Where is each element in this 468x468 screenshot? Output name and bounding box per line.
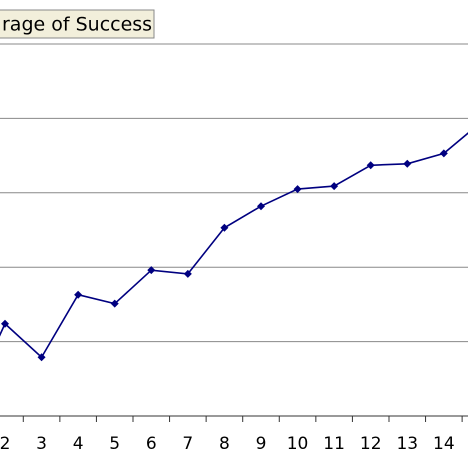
data-point [330,182,339,191]
x-tick-label: 3 [36,434,47,454]
x-tick-label: 4 [73,434,84,454]
x-tick-label: 9 [256,434,267,454]
x-tick-label: 8 [219,434,230,454]
series-line [0,132,468,359]
data-point [439,149,448,158]
x-tick-label: 7 [182,434,193,454]
data-point [403,159,412,168]
title-box [0,9,155,39]
data-point [366,161,375,170]
x-tick-label: 14 [433,434,455,454]
data-point [1,319,9,328]
data-point [256,202,265,211]
x-tick-label: 6 [146,434,157,454]
x-tick-label: 13 [396,434,418,454]
x-tick-label: 5 [109,434,120,454]
data-point [37,353,46,362]
data-point [147,266,156,275]
x-tick-label: 10 [287,434,309,454]
x-tick-label: 11 [323,434,345,454]
data-point [293,185,302,194]
data-point [110,299,119,308]
chart-title: rage of Success [2,14,152,36]
x-tick-label: 2 [0,434,10,454]
data-point [220,223,229,232]
x-tick-label: 12 [360,434,382,454]
data-point [183,269,192,278]
data-point [74,290,83,299]
